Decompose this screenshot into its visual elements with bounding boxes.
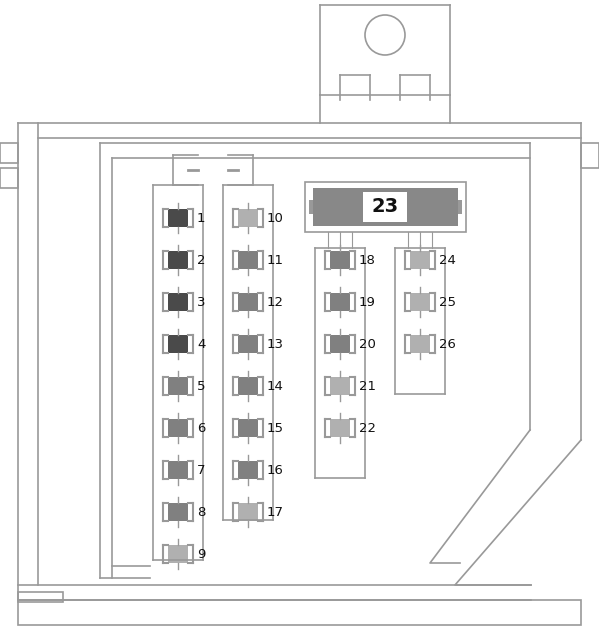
Bar — [238, 251, 258, 269]
Text: 15: 15 — [267, 421, 284, 435]
Bar — [581, 143, 599, 168]
Bar — [238, 503, 258, 521]
Text: 11: 11 — [267, 253, 284, 266]
Bar — [0, 143, 18, 163]
Bar — [168, 503, 188, 521]
Text: 22: 22 — [359, 421, 376, 435]
Text: 1: 1 — [197, 212, 205, 224]
Bar — [168, 461, 188, 479]
Bar — [168, 419, 188, 437]
Bar — [458, 200, 461, 214]
Text: 6: 6 — [197, 421, 205, 435]
Bar — [238, 209, 258, 227]
Bar — [0, 168, 18, 188]
Text: 13: 13 — [267, 338, 284, 350]
Bar — [238, 335, 258, 353]
Text: 25: 25 — [439, 295, 456, 309]
Text: 10: 10 — [267, 212, 284, 224]
Text: 26: 26 — [439, 338, 456, 350]
Bar — [363, 192, 407, 222]
Bar — [330, 377, 350, 395]
Text: 16: 16 — [267, 464, 284, 476]
Bar — [410, 251, 430, 269]
Bar — [168, 377, 188, 395]
Bar — [330, 293, 350, 311]
Text: 14: 14 — [267, 379, 284, 392]
Text: 18: 18 — [359, 253, 376, 266]
Text: 9: 9 — [197, 547, 205, 561]
Text: 24: 24 — [439, 253, 456, 266]
Bar — [238, 461, 258, 479]
Text: 4: 4 — [197, 338, 205, 350]
Text: 12: 12 — [267, 295, 284, 309]
Bar — [330, 335, 350, 353]
Text: 17: 17 — [267, 505, 284, 518]
Bar — [238, 419, 258, 437]
Bar — [238, 377, 258, 395]
Bar — [304, 182, 465, 232]
Bar — [168, 209, 188, 227]
Bar — [330, 419, 350, 437]
Bar — [168, 251, 188, 269]
Text: 8: 8 — [197, 505, 205, 518]
Bar — [18, 600, 581, 625]
Bar — [238, 293, 258, 311]
Bar — [18, 592, 63, 602]
Bar — [168, 335, 188, 353]
Bar — [410, 293, 430, 311]
Text: 3: 3 — [197, 295, 205, 309]
Text: 21: 21 — [359, 379, 376, 392]
Text: 5: 5 — [197, 379, 205, 392]
Bar — [313, 188, 458, 226]
Bar — [410, 335, 430, 353]
Bar — [168, 545, 188, 563]
Text: 2: 2 — [197, 253, 205, 266]
Bar — [168, 293, 188, 311]
Bar — [330, 251, 350, 269]
Bar — [308, 200, 313, 214]
Text: 7: 7 — [197, 464, 205, 476]
Text: 23: 23 — [371, 197, 398, 217]
Text: 19: 19 — [359, 295, 376, 309]
Text: 20: 20 — [359, 338, 376, 350]
